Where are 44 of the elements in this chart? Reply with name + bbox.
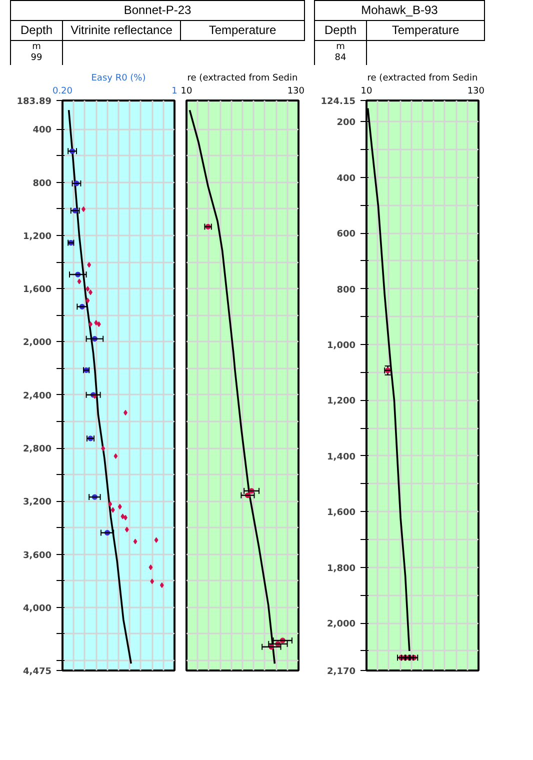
x-tick-label: 10 xyxy=(180,86,192,97)
x-axis-title: Easy R0 (%) xyxy=(91,74,146,84)
x-axis-title: re (extracted from Sedin xyxy=(367,74,478,84)
y-tick-label: 400 xyxy=(32,126,52,136)
y-axis-title: Depth xyxy=(10,20,62,41)
y-tick-label: 3,600 xyxy=(23,551,52,562)
y-tick-label: 800 xyxy=(336,286,356,296)
chart-subtitle: Bonnet-P-23 xyxy=(10,0,305,21)
y-tick-label: 1,800 xyxy=(327,564,356,574)
y-tick-label: 1,600 xyxy=(327,508,356,519)
x-tick-label: 0.20 xyxy=(52,86,73,97)
y-tick-label: 4,475 xyxy=(23,667,52,678)
text: m xyxy=(32,42,41,52)
y-tick-label: 183.89 xyxy=(16,97,52,108)
y-tick-label: 1,600 xyxy=(23,286,52,296)
x-tick-label: 130 xyxy=(287,86,305,97)
y-tick-label: 2,000 xyxy=(327,620,356,630)
y-tick-label: 200 xyxy=(336,118,356,129)
x-tick-label: 1 xyxy=(172,86,178,97)
y-tick-label: 124.15 xyxy=(320,97,356,108)
y-tick-label: 2,170 xyxy=(327,667,356,678)
y-tick-label: 2,800 xyxy=(23,444,52,455)
text: m xyxy=(336,42,345,52)
y-tick-label: 800 xyxy=(32,179,52,190)
y-tick-label: 1,200 xyxy=(23,232,52,242)
y-tick-label: 3,200 xyxy=(23,498,52,508)
y-axis-title: Depth xyxy=(314,20,366,41)
x-tick-label: 10 xyxy=(360,86,372,97)
y-tick-label: 1,400 xyxy=(327,452,356,463)
y-tick-label: 2,400 xyxy=(23,392,52,402)
text: 84 xyxy=(334,53,346,64)
x-axis-title: re (extracted from Sedin xyxy=(187,74,298,84)
y-tick-label: 600 xyxy=(336,230,356,240)
x-tick-label: 130 xyxy=(467,86,485,97)
y-tick-label: 2,000 xyxy=(23,338,52,349)
chart-subtitle: Mohawk_B-93 xyxy=(314,0,484,21)
y-tick-label: 1,200 xyxy=(327,397,356,408)
chart-title: Vitrinite reflectance xyxy=(62,20,180,41)
y-tick-label: 400 xyxy=(336,174,356,184)
y-tick-label: 1,000 xyxy=(327,341,356,352)
y-tick-label: 4,000 xyxy=(23,604,52,614)
text: 99 xyxy=(30,53,42,64)
chart-title: Temperature xyxy=(180,20,305,41)
chart-title: Temperature xyxy=(366,20,484,41)
